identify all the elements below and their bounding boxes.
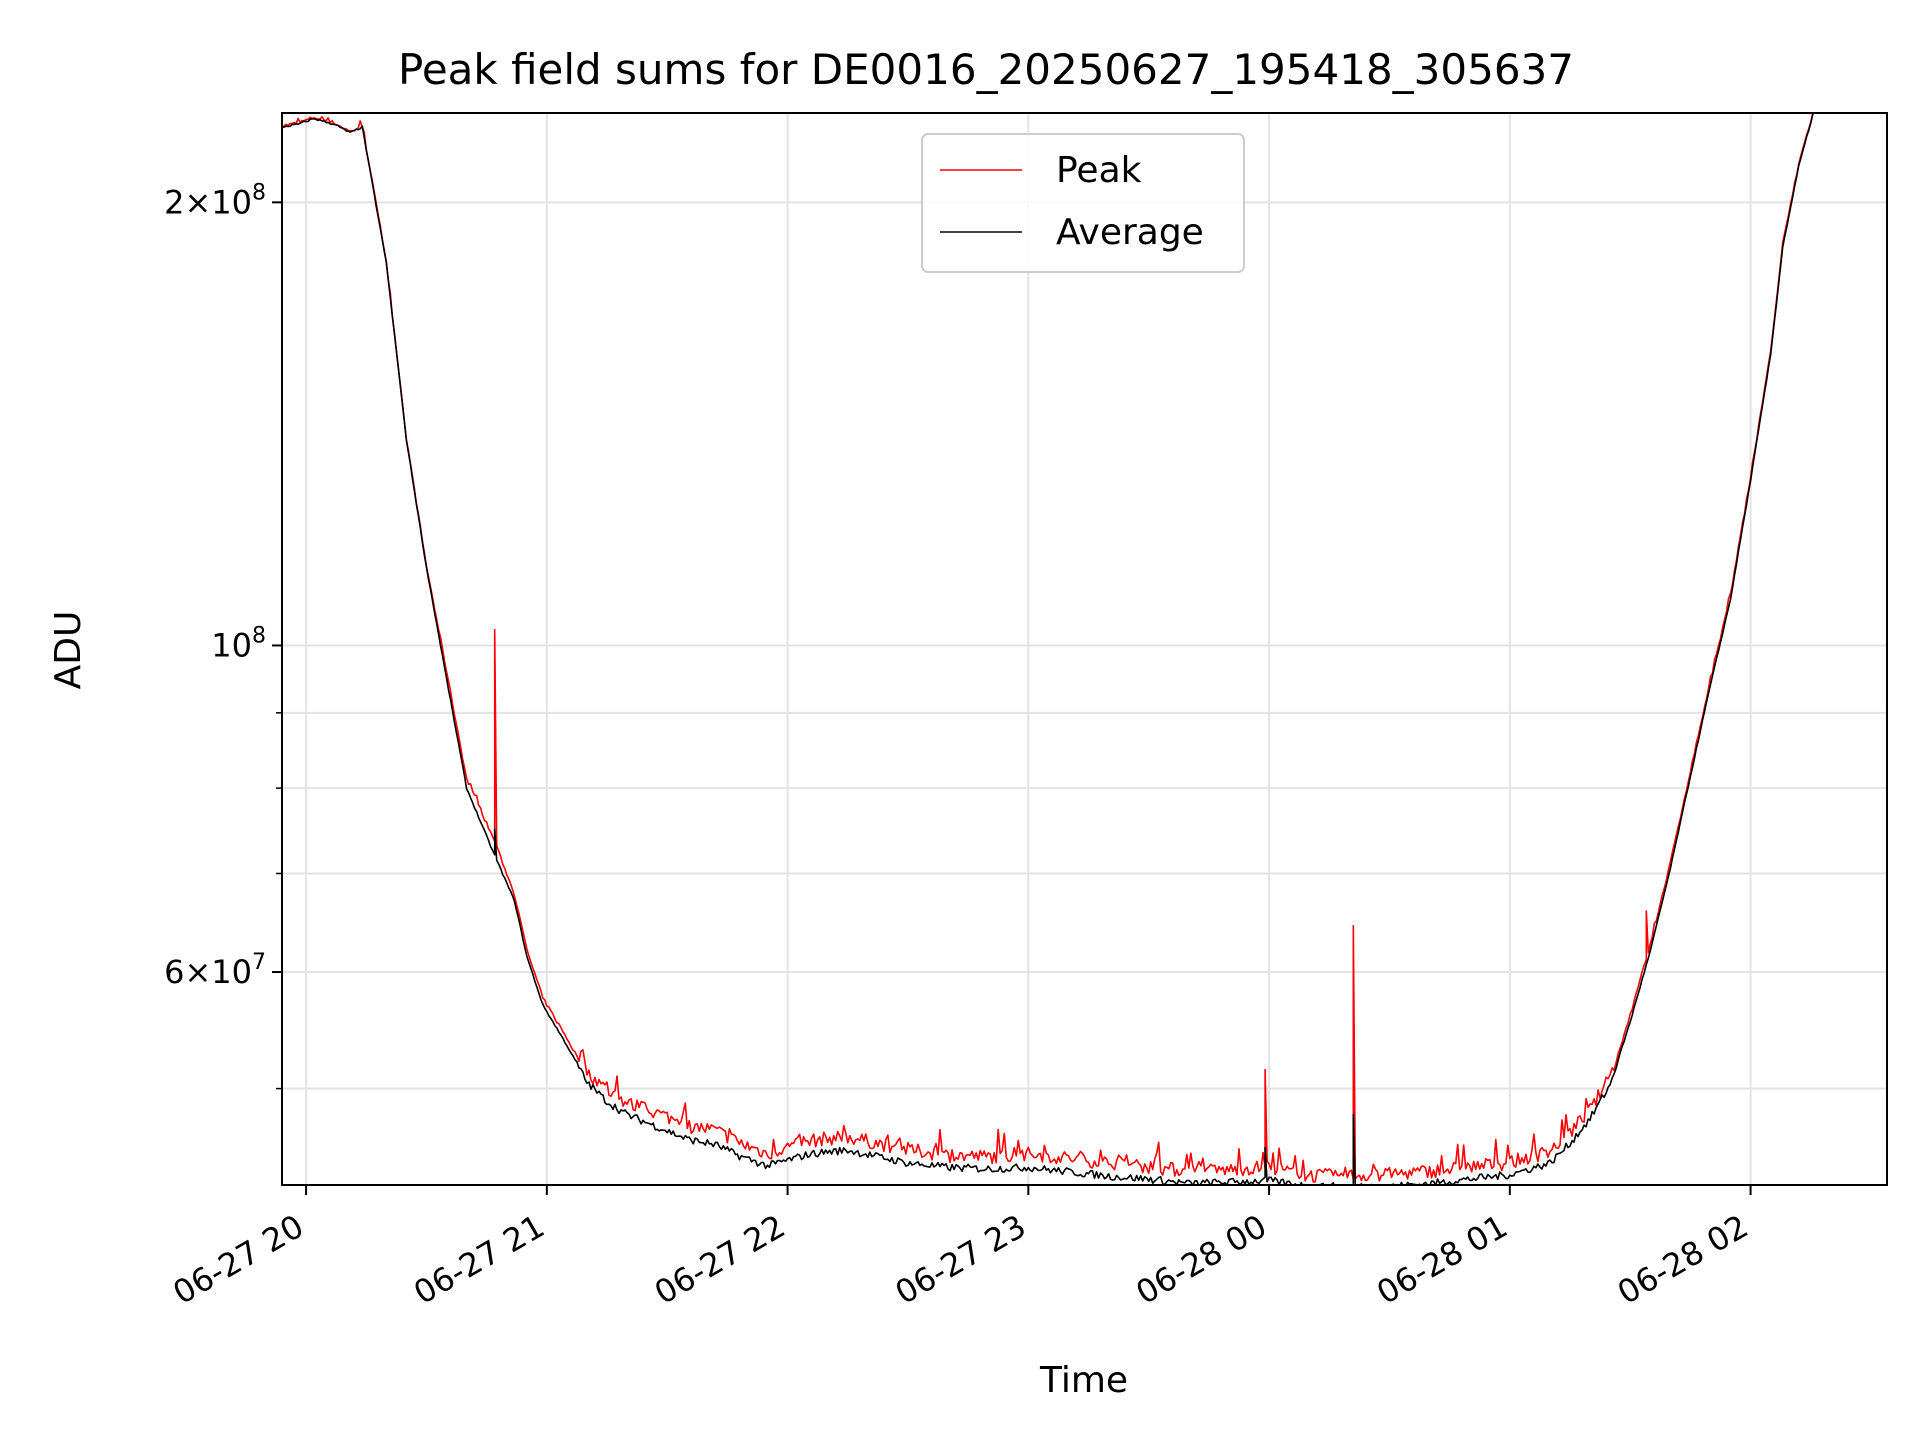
y-tick-label: 2×108 [164, 180, 266, 221]
x-axis-label: Time [1039, 1360, 1128, 1401]
series-line-average [282, 113, 1815, 1185]
y-axis-label: ADU [48, 611, 89, 690]
series-layer [282, 113, 1815, 1185]
legend: Peak Average [921, 133, 1245, 273]
chart-title: Peak field sums for DE0016_20250627_1954… [398, 45, 1574, 94]
legend-average-label: Average [1056, 212, 1204, 253]
plot-frame [281, 112, 1888, 1186]
legend-box [921, 133, 1245, 273]
legend-peak-label: Peak [1056, 150, 1142, 191]
series-line-peak [282, 113, 1814, 1183]
y-tick-label: 6×107 [164, 950, 266, 991]
grid-lines [282, 113, 1887, 1185]
